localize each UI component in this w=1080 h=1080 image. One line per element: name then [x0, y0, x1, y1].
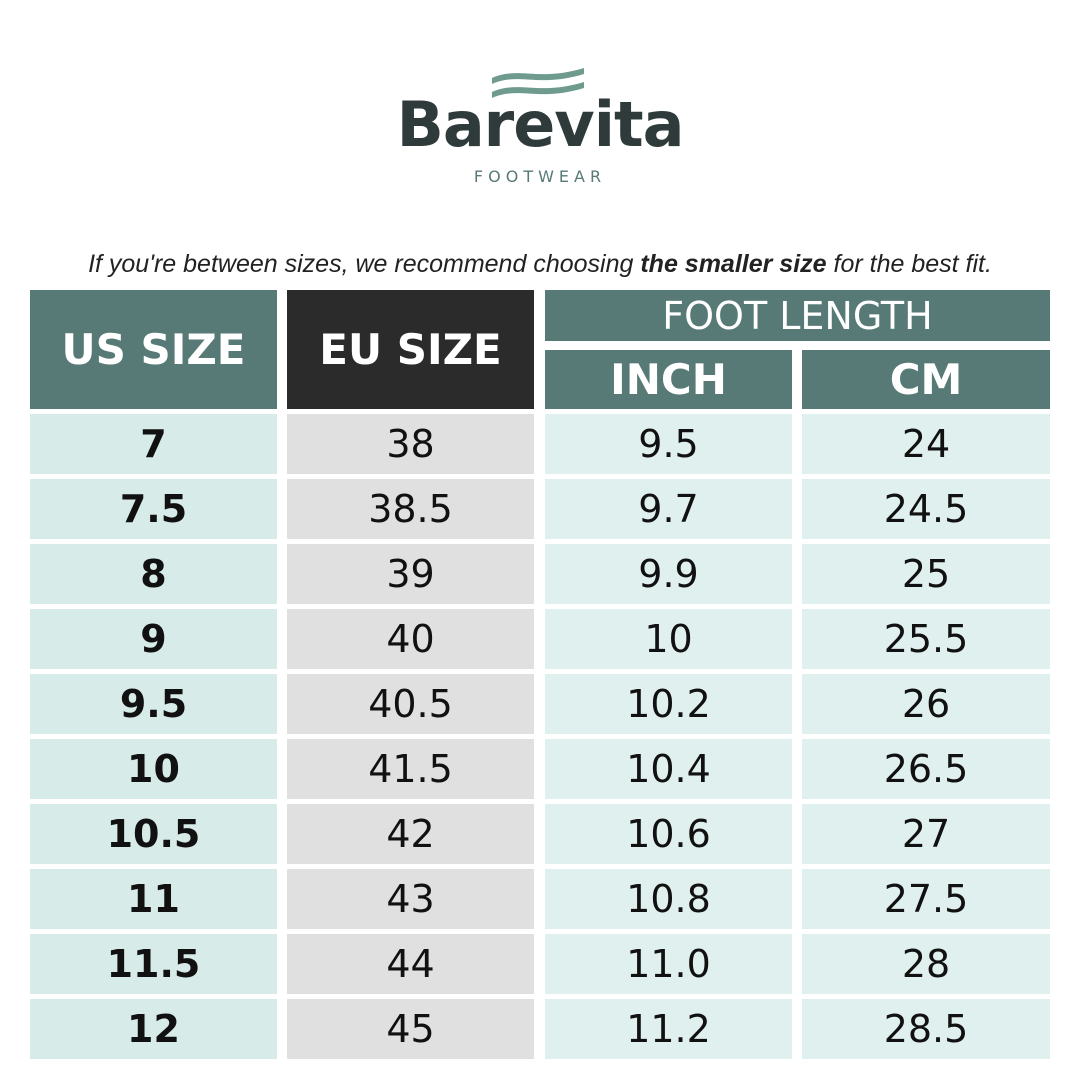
- cm-cell: 27.5: [802, 869, 1050, 929]
- inch-cell: 11.0: [545, 934, 792, 994]
- brand-name: Barevita: [396, 88, 685, 161]
- eu-size-cell: 40: [287, 609, 534, 669]
- us-size-cell: 9.5: [30, 674, 277, 734]
- eu-size-cell: 38: [287, 414, 534, 474]
- us-size-cell: 7: [30, 414, 277, 474]
- us-size-cell: 12: [30, 999, 277, 1059]
- eu-size-cell: 39: [287, 544, 534, 604]
- us-size-cell: 8: [30, 544, 277, 604]
- brand-tagline: FOOTWEAR: [473, 167, 607, 186]
- header-us-size: US SIZE: [30, 290, 277, 409]
- cm-cell: 26.5: [802, 739, 1050, 799]
- fit-note: If you're between sizes, we recommend ch…: [0, 250, 1080, 279]
- inch-cell: 9.7: [545, 479, 792, 539]
- inch-cell: 9.5: [545, 414, 792, 474]
- cm-cell: 26: [802, 674, 1050, 734]
- inch-cell: 10.4: [545, 739, 792, 799]
- inch-cell: 9.9: [545, 544, 792, 604]
- cm-cell: 25.5: [802, 609, 1050, 669]
- cm-cell: 24: [802, 414, 1050, 474]
- eu-size-cell: 44: [287, 934, 534, 994]
- cm-cell: 24.5: [802, 479, 1050, 539]
- eu-size-cell: 43: [287, 869, 534, 929]
- note-text: If you're between sizes, we recommend ch…: [88, 250, 641, 278]
- eu-size-cell: 45: [287, 999, 534, 1059]
- cm-cell: 28: [802, 934, 1050, 994]
- us-size-cell: 11: [30, 869, 277, 929]
- header-inch: INCH: [545, 350, 792, 409]
- eu-size-cell: 40.5: [287, 674, 534, 734]
- note-emphasis: the smaller size: [640, 250, 827, 278]
- inch-cell: 10.8: [545, 869, 792, 929]
- eu-size-cell: 42: [287, 804, 534, 864]
- inch-cell: 10.6: [545, 804, 792, 864]
- eu-size-cell: 41.5: [287, 739, 534, 799]
- cm-cell: 28.5: [802, 999, 1050, 1059]
- header-cm: CM: [802, 350, 1050, 409]
- inch-cell: 10: [545, 609, 792, 669]
- cm-cell: 27: [802, 804, 1050, 864]
- header-eu-size: EU SIZE: [287, 290, 534, 409]
- cm-cell: 25: [802, 544, 1050, 604]
- eu-size-cell: 38.5: [287, 479, 534, 539]
- us-size-cell: 10: [30, 739, 277, 799]
- us-size-cell: 11.5: [30, 934, 277, 994]
- note-text: for the best fit.: [826, 250, 992, 278]
- inch-cell: 10.2: [545, 674, 792, 734]
- us-size-cell: 7.5: [30, 479, 277, 539]
- header-foot-length: FOOT LENGTH: [545, 290, 1050, 341]
- inch-cell: 11.2: [545, 999, 792, 1059]
- us-size-cell: 10.5: [30, 804, 277, 864]
- us-size-cell: 9: [30, 609, 277, 669]
- logo-waves: [492, 68, 584, 98]
